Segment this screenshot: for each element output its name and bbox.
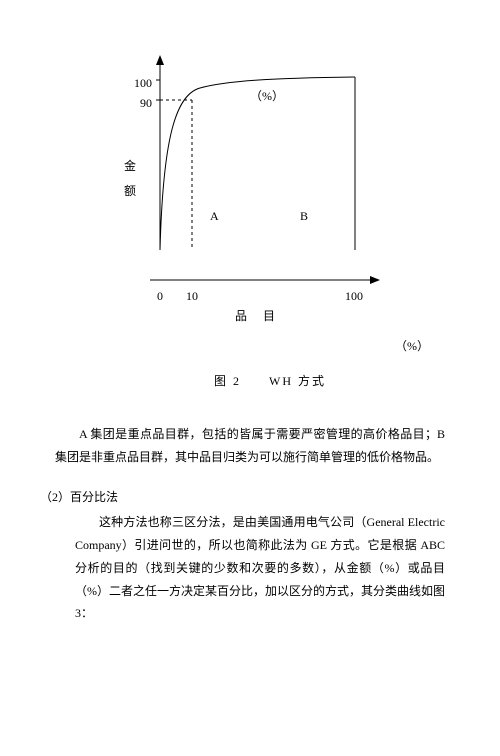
wh-chart: 100 90 金 额 A B 0 10 100 品 目 (130, 50, 430, 320)
y-axis-label-char1: 金 (124, 155, 136, 178)
x-unit-label: （%） (395, 335, 429, 358)
paragraph-a: A 集团是重点品目群，包括的皆属于需要严密管理的高价格品目；B 集团是非重点品目… (55, 423, 445, 469)
y-axis-label-char2: 额 (124, 180, 136, 203)
section-heading: （2）百分比法 (40, 486, 500, 509)
region-label-b: B (300, 205, 308, 228)
x-tick-10: 10 (186, 285, 198, 308)
region-label-a: A (210, 205, 219, 228)
x-tick-100: 100 (345, 285, 363, 308)
figure-caption: 图 2 WH 方式 (40, 370, 500, 393)
paragraph-b: 这种方法也称三区分法，是由美国通用电气公司（General Electric C… (75, 511, 445, 625)
y-tick-90: 90 (140, 92, 152, 115)
x-axis-label: 品 目 (235, 305, 277, 328)
x-tick-0: 0 (157, 285, 163, 308)
